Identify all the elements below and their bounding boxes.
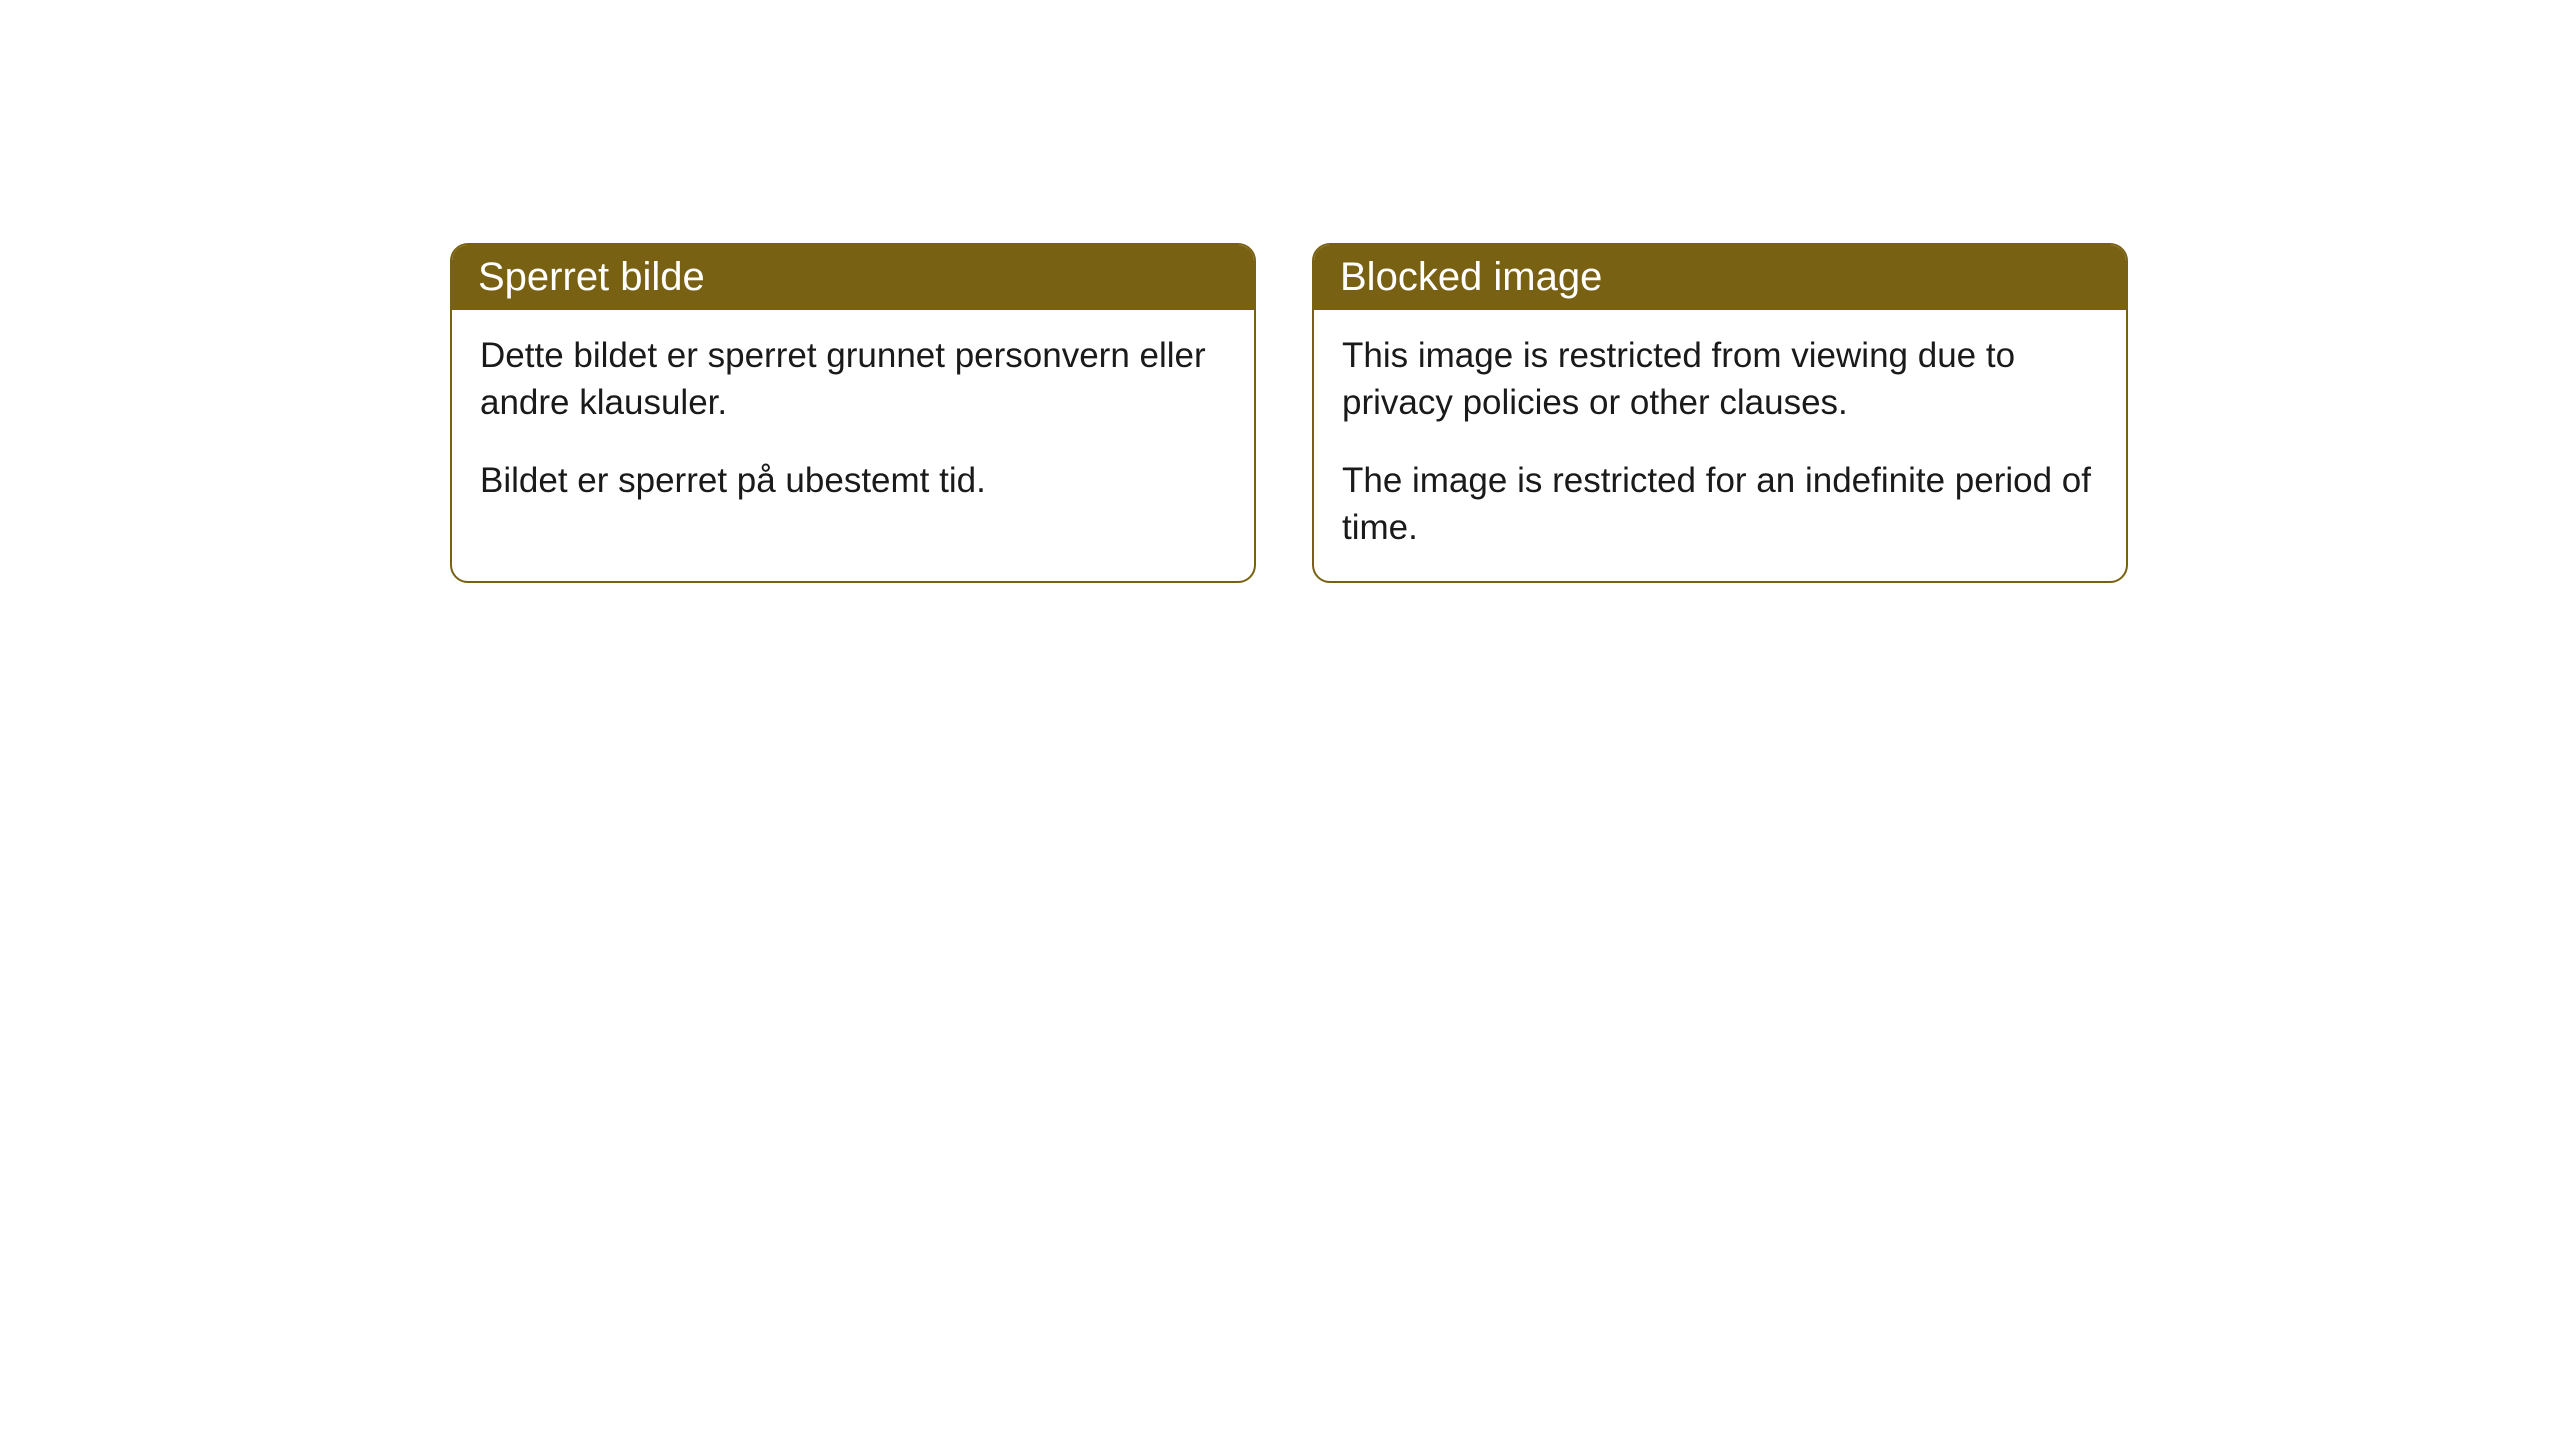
card-title-english: Blocked image	[1340, 255, 1602, 299]
card-paragraph1-english: This image is restricted from viewing du…	[1342, 332, 2098, 427]
card-paragraph2-norwegian: Bildet er sperret på ubestemt tid.	[480, 457, 1226, 504]
card-english: Blocked image This image is restricted f…	[1312, 243, 2128, 583]
card-norwegian: Sperret bilde Dette bildet er sperret gr…	[450, 243, 1256, 583]
card-paragraph1-norwegian: Dette bildet er sperret grunnet personve…	[480, 332, 1226, 427]
card-header-norwegian: Sperret bilde	[452, 245, 1254, 310]
card-body-norwegian: Dette bildet er sperret grunnet personve…	[452, 310, 1254, 534]
card-body-english: This image is restricted from viewing du…	[1314, 310, 2126, 581]
card-paragraph2-english: The image is restricted for an indefinit…	[1342, 457, 2098, 552]
cards-container: Sperret bilde Dette bildet er sperret gr…	[450, 243, 2128, 583]
card-header-english: Blocked image	[1314, 245, 2126, 310]
card-title-norwegian: Sperret bilde	[478, 255, 705, 299]
